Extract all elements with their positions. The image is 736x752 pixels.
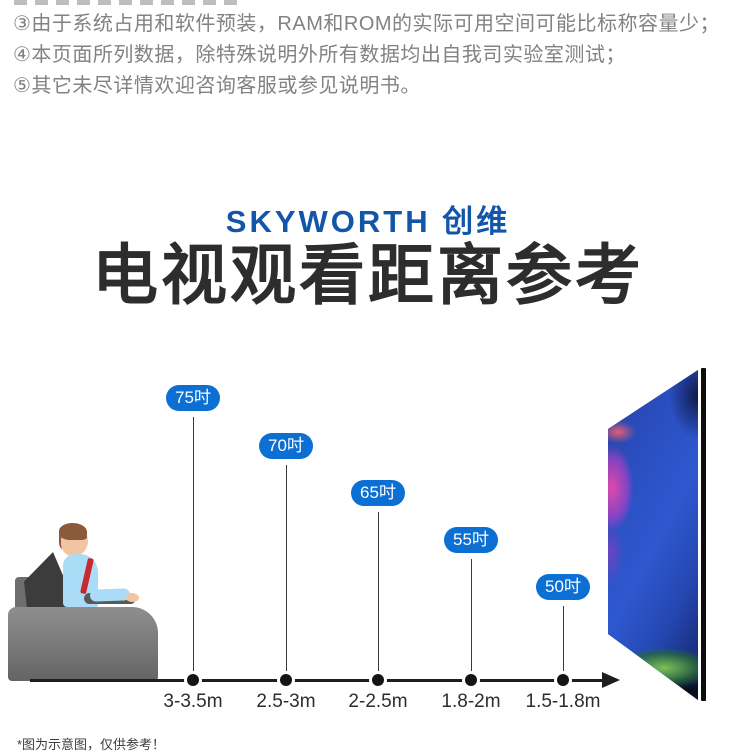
tv-screen: [608, 370, 698, 700]
marker-line: [378, 512, 379, 675]
tv-frame-edge: [701, 368, 706, 701]
marker-line: [286, 465, 287, 675]
size-badge-70: 70吋: [259, 433, 313, 459]
marker-dot: [280, 674, 292, 686]
marker-dot: [187, 674, 199, 686]
footnote: *图为示意图，仅供参考！: [17, 737, 166, 752]
marker-line: [563, 606, 564, 675]
distance-label-50: 1.5-1.8m: [525, 691, 601, 712]
distance-label-70: 2.5-3m: [256, 691, 316, 712]
page-title: 电视观看距离参考: [92, 238, 644, 312]
marker-line: [193, 417, 194, 675]
marker-dot: [465, 674, 477, 686]
distance-label-75: 3-3.5m: [163, 691, 223, 712]
disclaimer-block: ③由于系统占用和软件预装，RAM和ROM的实际可用空间可能比标称容量少； ④本页…: [13, 9, 726, 102]
size-badge-50: 50吋: [536, 574, 590, 600]
disclaimer-line-5: ⑤其它未尽详情欢迎咨询客服或参见说明书。: [13, 75, 421, 97]
distance-axis-line: [30, 679, 604, 682]
size-badge-55: 55吋: [444, 527, 498, 553]
distance-axis-arrowhead: [602, 672, 620, 688]
person-on-sofa-illustration: [8, 520, 208, 684]
disclaimer-line-3: ③由于系统占用和软件预装，RAM和ROM的实际可用空间可能比标称容量少；: [13, 13, 721, 35]
size-badge-75: 75吋: [166, 385, 220, 411]
marker-line: [471, 559, 472, 675]
sofa-body: [8, 607, 158, 681]
disclaimer-line-4: ④本页面所列数据，除特殊说明外所有数据均出自我司实验室测试；: [13, 44, 626, 66]
marker-dot: [372, 674, 384, 686]
person-hair: [59, 523, 87, 540]
distance-label-65: 2-2.5m: [348, 691, 408, 712]
tv-illustration: [606, 368, 706, 702]
marker-dot: [557, 674, 569, 686]
skyworth-logo: SKYWORTH 创维: [225, 204, 511, 239]
person-arm: [89, 588, 131, 602]
size-badge-65: 65吋: [351, 480, 405, 506]
clipped-text-remnant: [14, 0, 240, 5]
distance-label-55: 1.8-2m: [441, 691, 501, 712]
person-hand: [126, 593, 139, 602]
